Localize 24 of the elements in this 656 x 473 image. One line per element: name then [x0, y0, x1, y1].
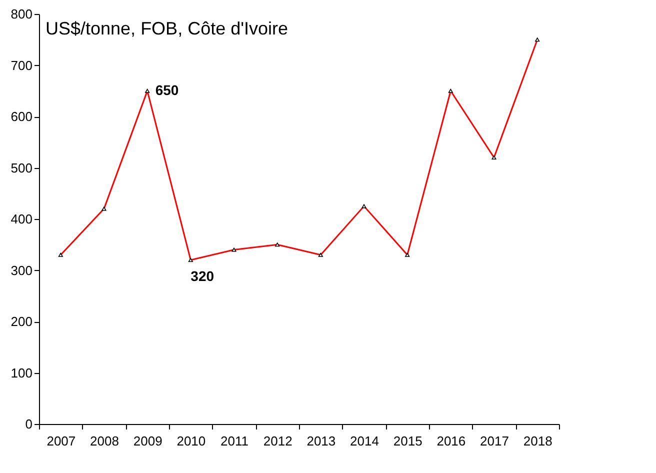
x-tick-label: 2012: [263, 434, 292, 448]
y-tick-label: 800: [10, 6, 32, 22]
x-tick-label: 2017: [480, 434, 509, 448]
y-tick-label: 300: [10, 262, 32, 278]
y-axis-title: US$/tonne, FOB, Côte d'Ivoire: [46, 18, 288, 38]
x-tick-label: 2018: [523, 434, 552, 448]
annotation: 320: [190, 268, 214, 284]
y-tick-label: 0: [25, 416, 32, 432]
y-tick-label: 500: [10, 160, 32, 176]
x-tick-label: 2014: [350, 434, 379, 448]
x-tick-label: 2007: [46, 434, 76, 448]
y-tick-label: 100: [10, 365, 32, 380]
y-tick-label: 400: [10, 212, 32, 226]
x-tick-label: 2008: [90, 434, 119, 448]
x-tick-label: 2011: [220, 434, 248, 448]
x-tick-label: 2015: [393, 434, 422, 448]
x-tick-label: 2016: [436, 434, 466, 448]
annotation: 650: [155, 82, 179, 98]
x-tick-label: 2010: [176, 434, 206, 448]
x-tick-label: 2013: [306, 434, 336, 448]
y-tick-label: 200: [10, 314, 32, 329]
y-tick-label: 700: [10, 58, 32, 73]
x-tick-label: 2009: [133, 434, 162, 448]
y-tick-label: 600: [10, 109, 32, 124]
